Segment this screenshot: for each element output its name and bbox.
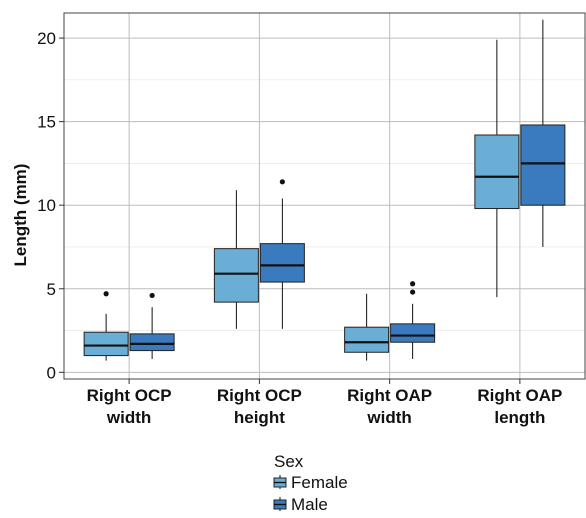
box-female-3 [474,39,520,298]
outlier-point [410,289,416,295]
box-iqr [259,243,305,283]
y-axis: 0 5 10 15 20 [37,29,64,382]
box-male-1 [259,179,305,329]
panel-border [63,12,586,380]
legend-title: Sex [274,452,304,471]
box-male-0 [129,292,175,359]
legend: Sex Female Male [273,452,348,514]
box-iqr [213,248,259,303]
box-female-1 [213,190,259,329]
box-iqr [390,323,436,343]
box-iqr [83,331,129,357]
box-iqr [129,333,175,352]
box-series [83,19,566,361]
y-tick-label: 15 [37,113,56,132]
x-category-label: Right OAP length [477,386,562,427]
y-tick-label: 10 [37,196,56,215]
box-iqr [520,124,566,206]
legend-key-female [273,475,287,489]
outlier-point [149,292,155,299]
outlier-point [279,179,285,185]
box-iqr [474,134,520,210]
box-female-0 [83,291,129,361]
box-male-3 [520,19,566,247]
box-female-2 [344,293,390,361]
outlier-point [103,291,109,297]
y-tick-label: 5 [47,280,56,299]
legend-label-female: Female [291,473,348,492]
x-category-label: Right OCP width [87,386,172,427]
outlier-point [410,281,416,287]
legend-label-male: Male [291,495,328,514]
x-category-label: Right OAP width [347,386,432,427]
x-axis: Right OCP width Right OCP height Right OAP wi… [87,379,562,427]
x-category-label: Right OCP height [217,386,302,427]
box-iqr [344,326,390,353]
y-axis-title: Length (mm) [11,164,30,267]
legend-key-male [273,497,287,511]
box-male-2 [390,281,436,359]
y-tick-label: 20 [37,29,56,48]
y-tick-label: 0 [47,363,56,382]
